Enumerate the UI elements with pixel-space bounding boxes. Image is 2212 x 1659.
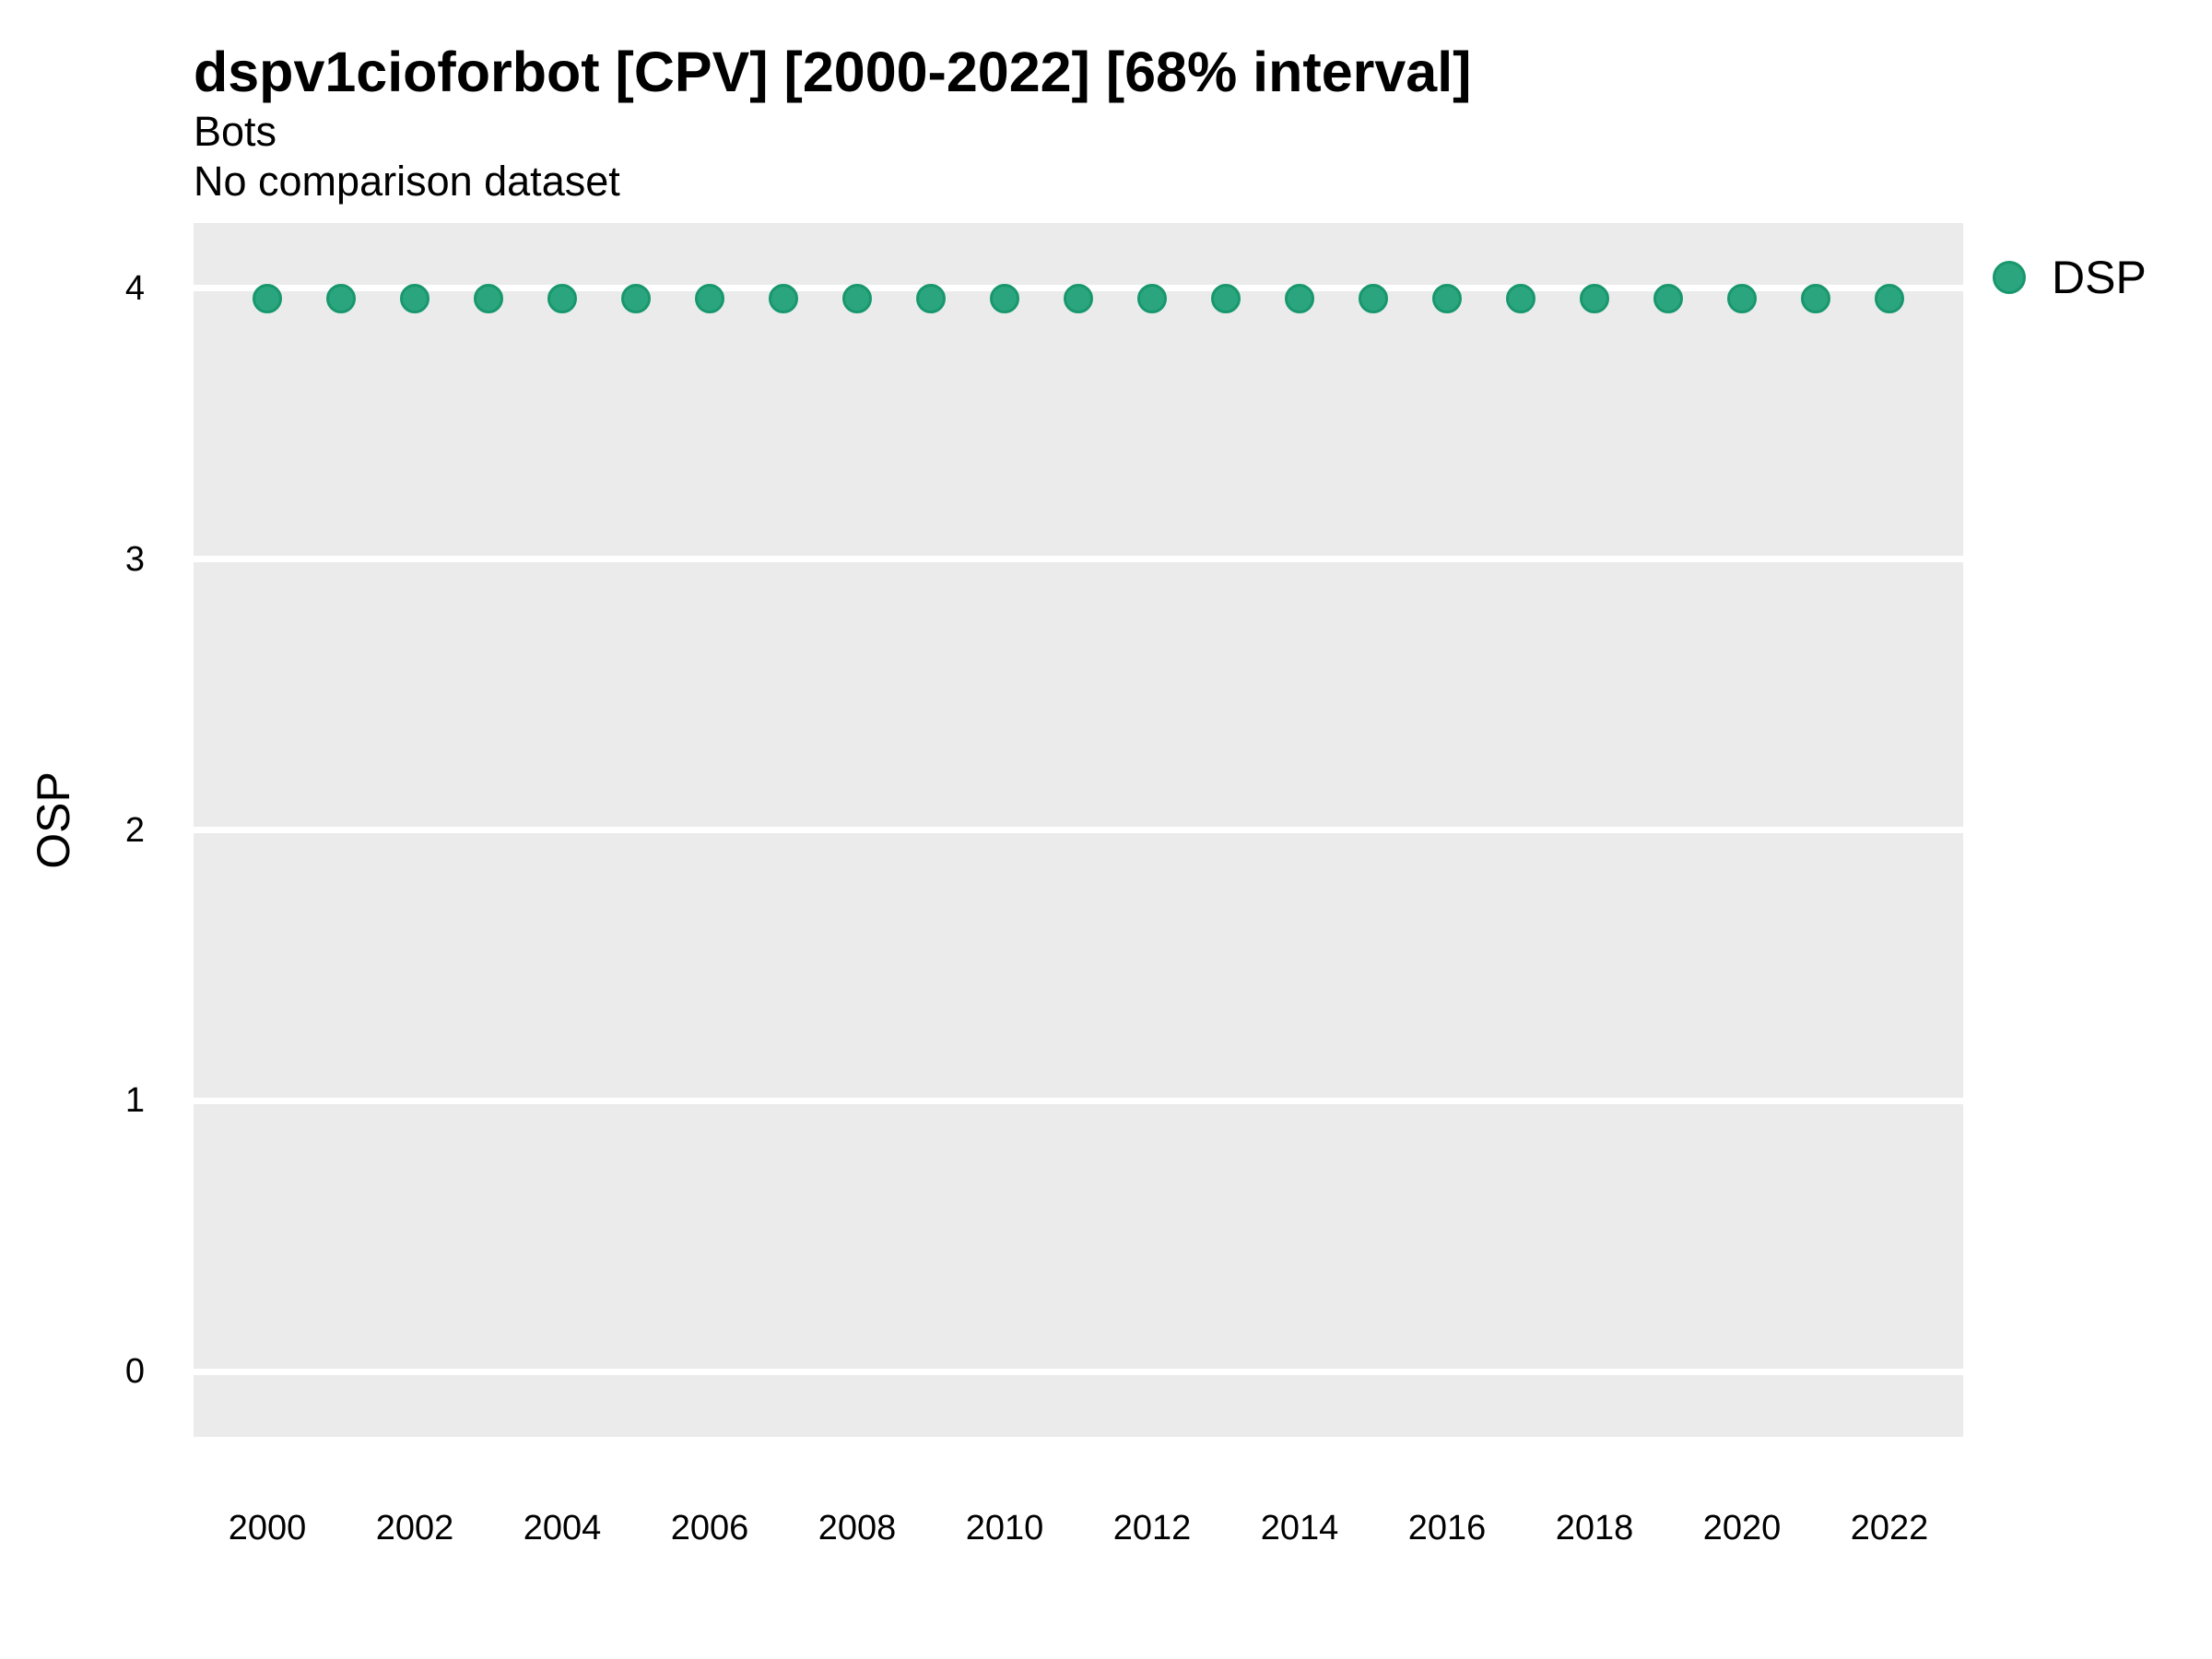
x-tick-label-2022: 2022: [1850, 1509, 1929, 1547]
x-tick-label-2002: 2002: [375, 1509, 454, 1547]
data-point-dsp-2011: [1064, 284, 1093, 314]
legend-label-dsp: DSP: [2052, 252, 2147, 303]
chart-note: No comparison dataset: [194, 158, 620, 205]
data-point-dsp-2013: [1211, 284, 1241, 314]
x-tick-label-2018: 2018: [1555, 1509, 1634, 1547]
data-point-dsp-2015: [1359, 284, 1388, 314]
x-tick-label-2008: 2008: [818, 1509, 897, 1547]
data-point-dsp-2022: [1875, 284, 1904, 314]
data-point-dsp-2009: [916, 284, 946, 314]
x-tick-label-2004: 2004: [523, 1509, 602, 1547]
major-gridline-y-2: [194, 827, 1963, 833]
data-point-dsp-2010: [990, 284, 1019, 314]
plot-panel: [194, 223, 1963, 1437]
data-point-dsp-2016: [1432, 284, 1462, 314]
data-point-dsp-2000: [253, 284, 282, 314]
y-tick-label-1: 1: [124, 1081, 145, 1121]
major-gridline-y-1: [194, 1097, 1963, 1104]
y-tick-label-4: 4: [124, 268, 145, 308]
y-tick-label-2: 2: [124, 810, 145, 850]
data-point-dsp-2007: [769, 284, 798, 314]
x-tick-label-2012: 2012: [1112, 1509, 1192, 1547]
chart-title: dspv1cioforbot [CPV] [2000-2022] [68% in…: [194, 41, 1472, 103]
data-point-dsp-2014: [1285, 284, 1314, 314]
data-point-dsp-2017: [1506, 284, 1535, 314]
data-point-dsp-2004: [547, 284, 577, 314]
data-point-dsp-2019: [1653, 284, 1683, 314]
data-point-dsp-2001: [326, 284, 356, 314]
y-tick-label-0: 0: [124, 1352, 145, 1392]
data-point-dsp-2008: [842, 284, 872, 314]
x-tick-label-2014: 2014: [1260, 1509, 1339, 1547]
x-tick-label-2000: 2000: [228, 1509, 307, 1547]
legend-swatch-dsp: [1993, 261, 2026, 294]
data-point-dsp-2003: [474, 284, 503, 314]
x-tick-label-2016: 2016: [1407, 1509, 1487, 1547]
data-point-dsp-2002: [400, 284, 429, 314]
y-tick-label-3: 3: [124, 539, 145, 579]
data-point-dsp-2018: [1580, 284, 1609, 314]
x-tick-label-2010: 2010: [965, 1509, 1044, 1547]
x-tick-label-2006: 2006: [670, 1509, 749, 1547]
data-point-dsp-2012: [1137, 284, 1167, 314]
data-point-dsp-2006: [695, 284, 724, 314]
major-gridline-y-3: [194, 556, 1963, 563]
data-point-dsp-2021: [1801, 284, 1830, 314]
x-tick-label-2020: 2020: [1702, 1509, 1782, 1547]
chart-subtitle: Bots: [194, 108, 277, 155]
data-point-dsp-2020: [1727, 284, 1757, 314]
data-point-dsp-2005: [621, 284, 651, 314]
major-gridline-y-0: [194, 1368, 1963, 1375]
